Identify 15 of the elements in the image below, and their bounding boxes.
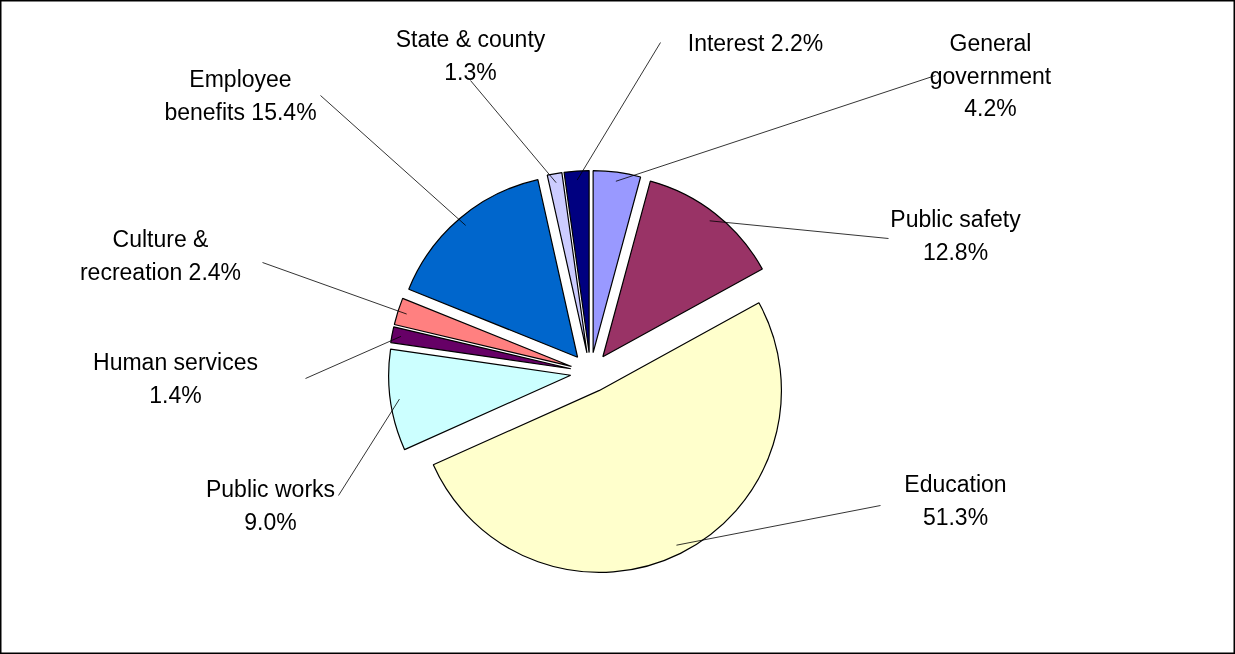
slice-label: Public works [205,476,336,503]
data-label: 9.0% [244,508,297,535]
data-label: 4.2% [964,95,1017,121]
slice-label: Interest 2.2% [687,29,824,56]
data-label: 12.8% [922,238,989,265]
data-label: 1.4% [149,381,202,408]
legend-label: Human services [93,349,258,376]
slice-label: General government [929,30,1052,89]
slice-label: State & county [395,26,546,53]
slice-label: Public safety [890,206,1022,233]
slice-label: Employee benefits 15.4% [164,66,317,125]
slice-label: Culture & recreation 2.4% [79,226,242,285]
slice-label: Education [904,471,1007,498]
data-label: 51.3% [922,503,989,530]
data-label: 1.3% [444,58,497,85]
